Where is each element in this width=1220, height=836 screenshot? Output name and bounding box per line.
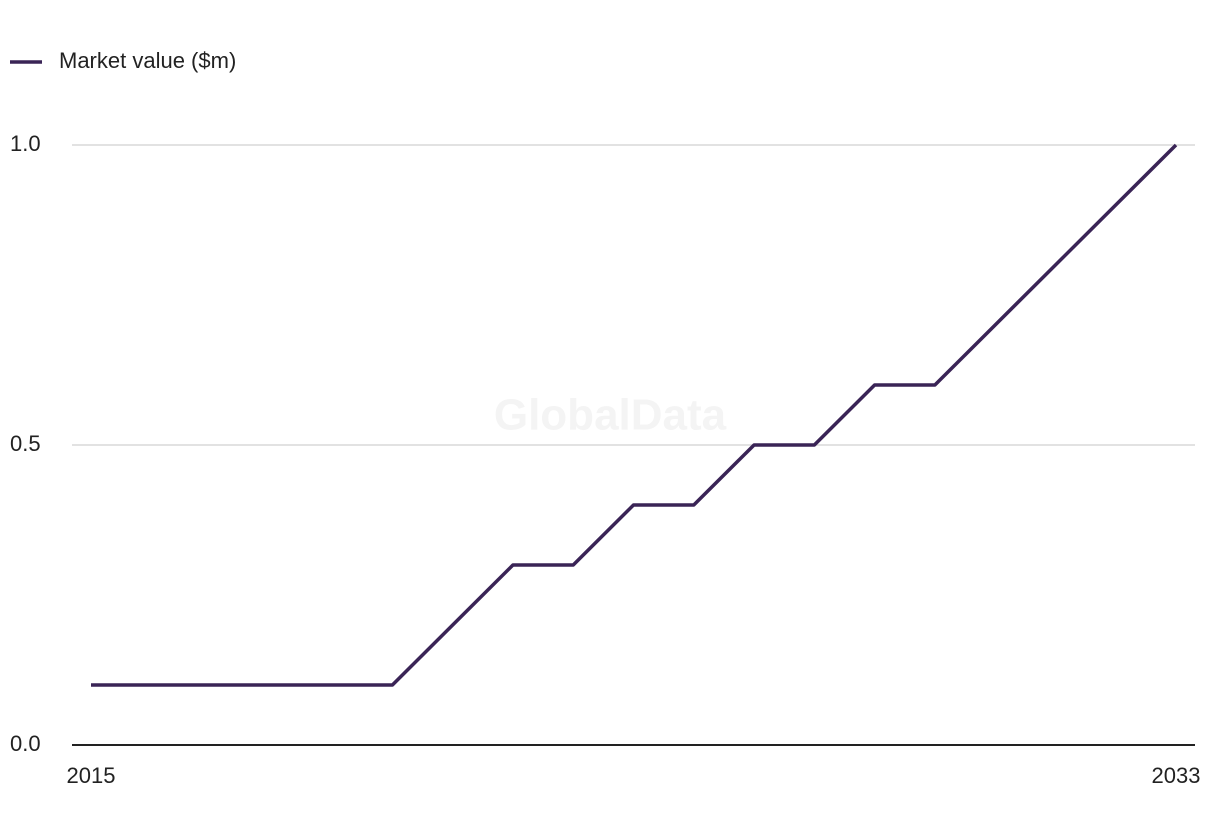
x-tick-label: 2015 bbox=[67, 763, 116, 788]
watermark: GlobalData bbox=[494, 391, 727, 440]
y-tick-label: 0.0 bbox=[10, 731, 41, 756]
y-tick-label: 0.5 bbox=[10, 431, 41, 456]
line bbox=[91, 143, 1178, 687]
legend-label: Market value ($m) bbox=[59, 48, 236, 73]
x-tick-label: 2033 bbox=[1152, 763, 1201, 788]
y-tick-label: 1.0 bbox=[10, 131, 41, 156]
